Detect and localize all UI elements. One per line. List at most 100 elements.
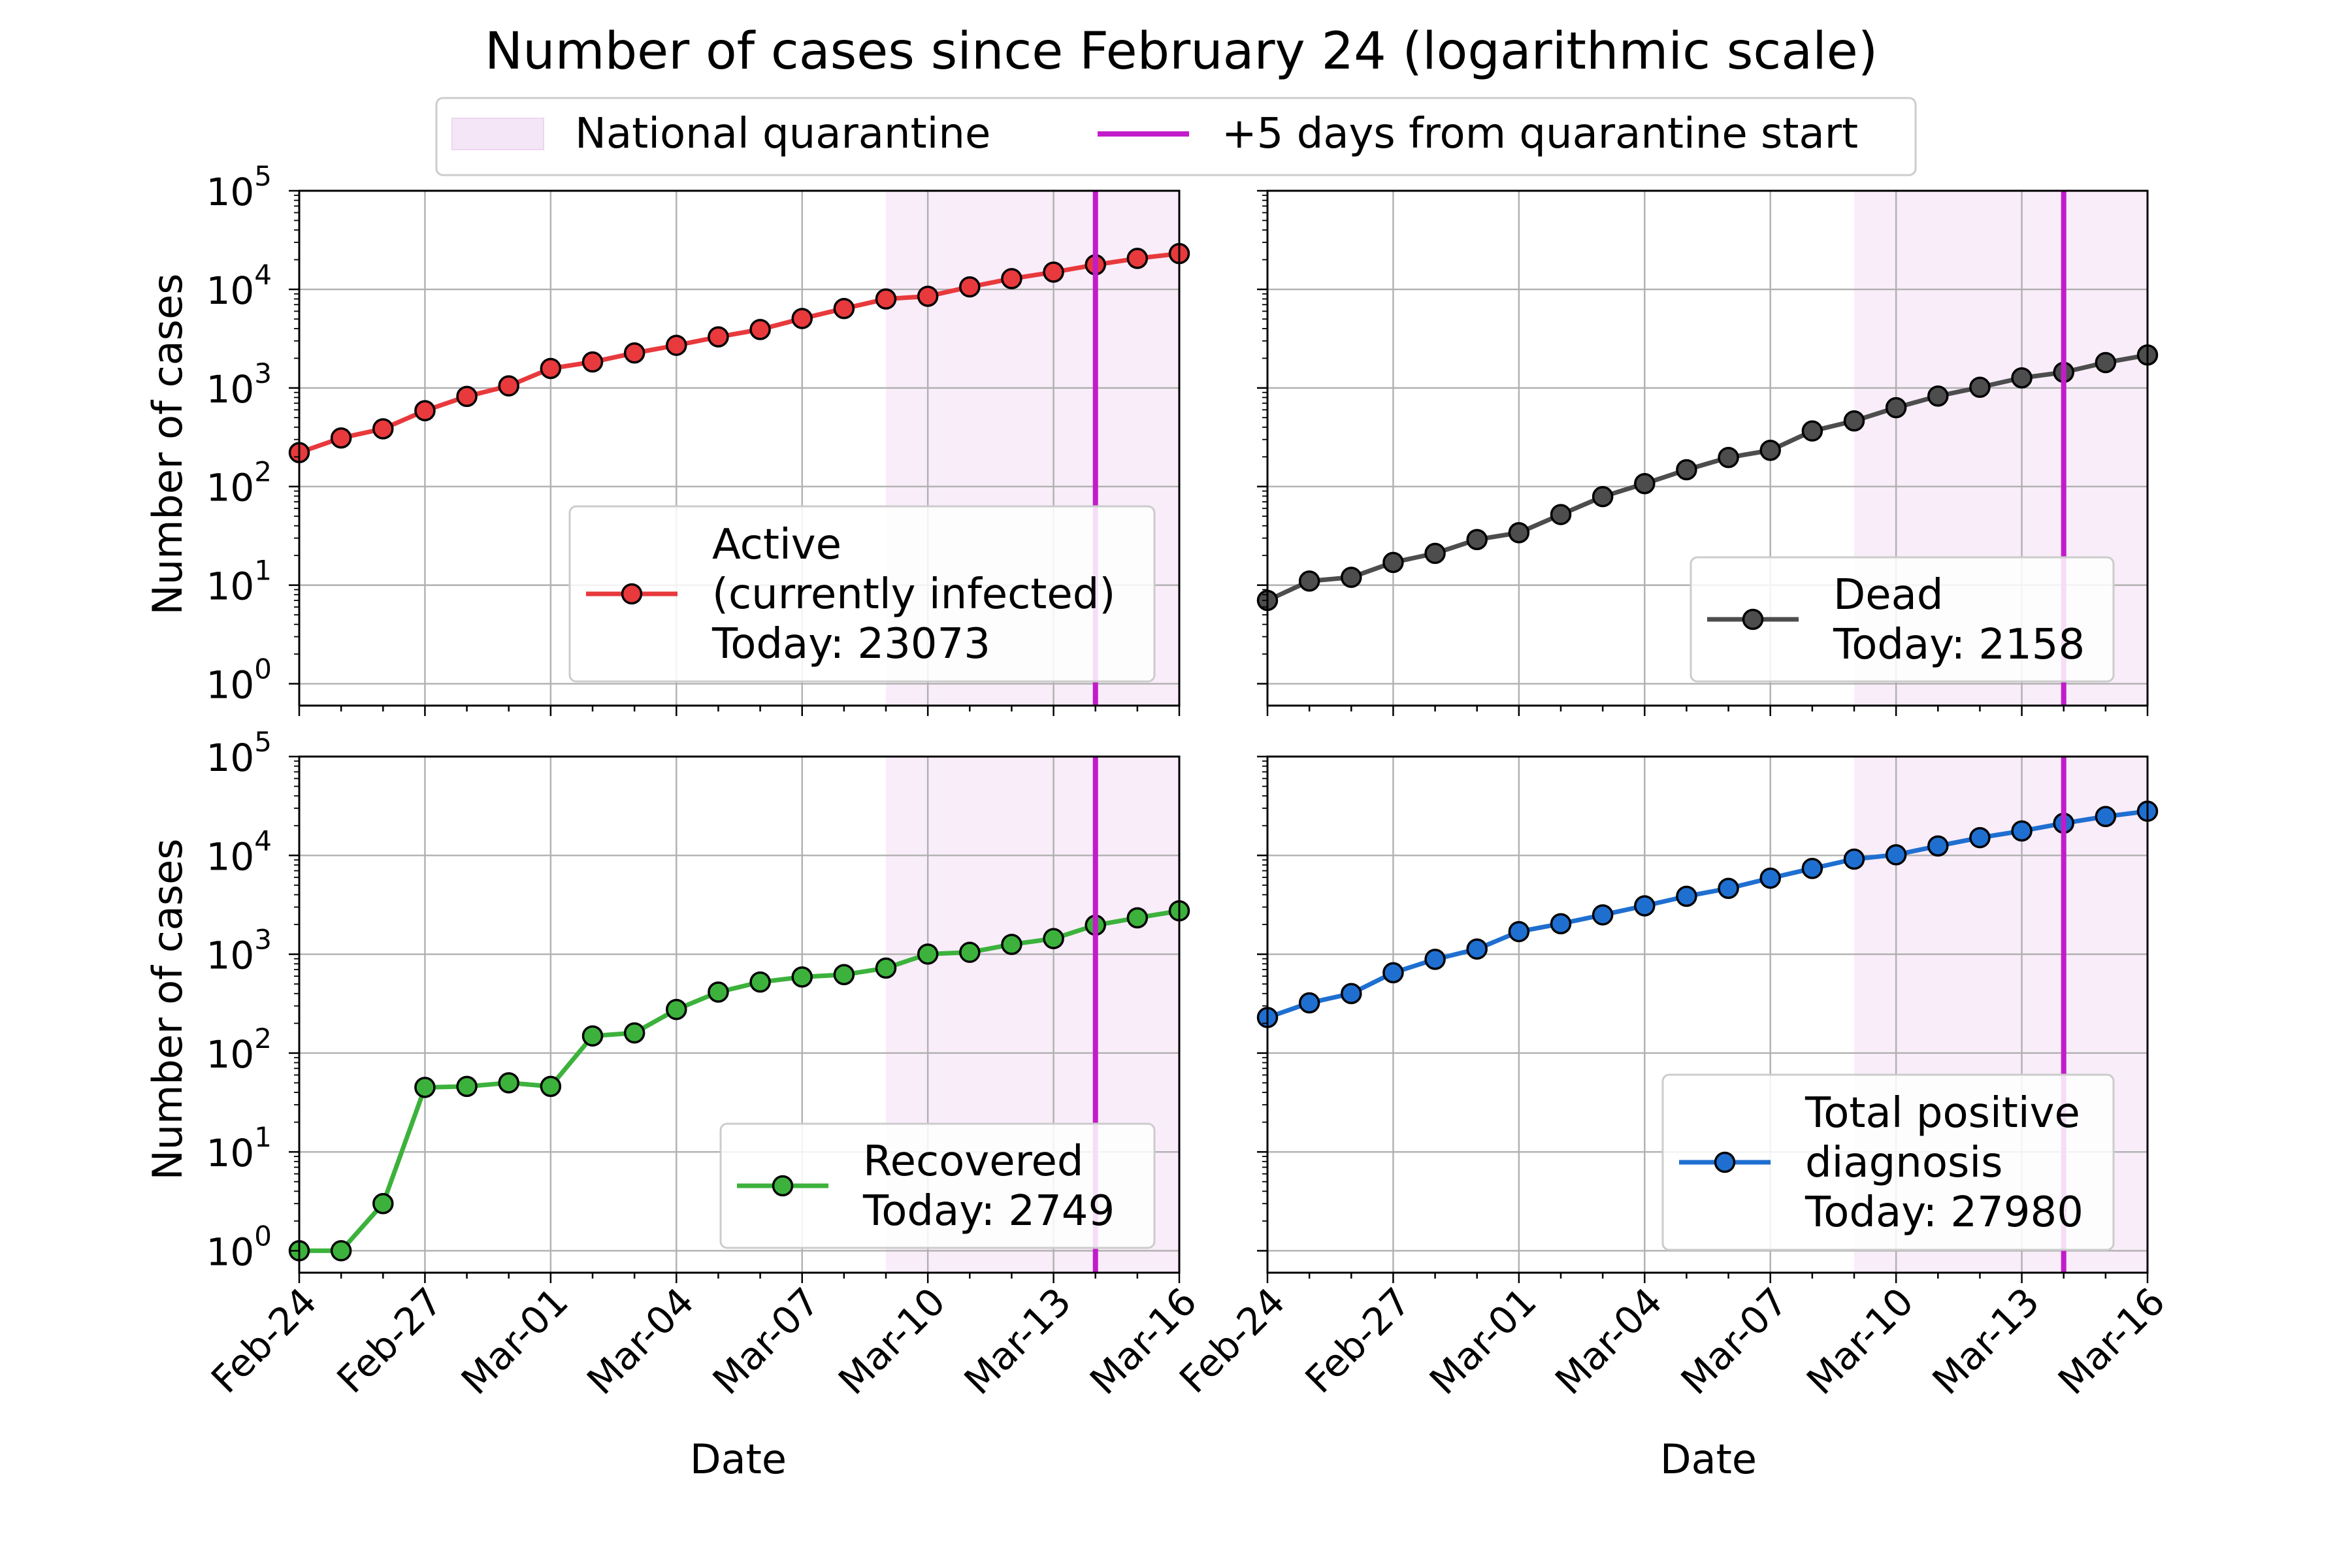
data-point bbox=[1759, 867, 1781, 889]
data-point bbox=[1043, 261, 1064, 283]
data-point bbox=[2011, 367, 2033, 389]
data-point bbox=[1885, 844, 1907, 866]
data-point bbox=[1424, 949, 1446, 970]
data-point bbox=[540, 1075, 562, 1098]
panel-legend-text: Today: 2749 bbox=[862, 1187, 1115, 1235]
data-point bbox=[456, 385, 478, 407]
data-point bbox=[1843, 848, 1865, 870]
data-point bbox=[1341, 566, 1362, 588]
data-point bbox=[749, 971, 771, 993]
data-point bbox=[1969, 826, 1991, 849]
data-point bbox=[1927, 835, 1949, 857]
data-point bbox=[1801, 858, 1823, 879]
panel-legend-text: Dead bbox=[1833, 571, 1944, 619]
panel-legend-text: Today: 2158 bbox=[1833, 621, 2085, 669]
data-point bbox=[581, 1025, 604, 1047]
data-point bbox=[623, 1022, 645, 1044]
panel-legend-text: Recovered bbox=[863, 1137, 1083, 1186]
data-point bbox=[1508, 522, 1530, 544]
data-point bbox=[330, 1240, 352, 1262]
data-point bbox=[1885, 397, 1907, 419]
data-point bbox=[917, 943, 939, 965]
data-point bbox=[372, 1193, 394, 1215]
data-point bbox=[749, 319, 771, 340]
data-point bbox=[456, 1075, 478, 1098]
data-point bbox=[1001, 934, 1022, 955]
data-point bbox=[959, 941, 981, 963]
data-point bbox=[1550, 913, 1572, 935]
data-point bbox=[1382, 551, 1404, 574]
data-point bbox=[833, 964, 855, 986]
data-point bbox=[330, 427, 352, 449]
data-point bbox=[666, 998, 687, 1021]
data-point bbox=[1341, 983, 1362, 1005]
data-point bbox=[1592, 904, 1614, 926]
series-line bbox=[1266, 809, 2148, 1020]
y-axis-label-top: Number of cases bbox=[144, 273, 191, 615]
data-point bbox=[959, 276, 981, 298]
data-point bbox=[1592, 485, 1614, 508]
data-point bbox=[917, 286, 939, 307]
data-point bbox=[623, 342, 645, 364]
data-point bbox=[1508, 921, 1530, 943]
data-point bbox=[498, 375, 519, 397]
data-point bbox=[1382, 962, 1404, 984]
axes-frame bbox=[1266, 755, 2149, 1274]
panel-legend-text: Today: 27980 bbox=[1805, 1188, 2083, 1237]
x-axis-label-right: Date bbox=[1660, 1435, 1757, 1483]
data-point bbox=[1550, 504, 1572, 525]
data-point bbox=[1718, 877, 1739, 900]
panel-legend-marker-swatch bbox=[1714, 1151, 1736, 1173]
data-point bbox=[2095, 351, 2117, 374]
axes-frame bbox=[1266, 189, 2149, 707]
axes-frame bbox=[298, 755, 1181, 1274]
figure-legend: National quarantine +5 days from quarant… bbox=[435, 97, 1917, 176]
legend-quarantine-label: National quarantine bbox=[575, 110, 990, 158]
data-point bbox=[1466, 938, 1488, 960]
panel-legend-marker-swatch bbox=[1742, 608, 1764, 630]
legend-quarantine-swatch bbox=[451, 118, 544, 150]
data-point bbox=[875, 957, 897, 979]
panel-legend-box bbox=[1661, 1073, 2115, 1251]
panel-legend-box bbox=[1690, 556, 2115, 683]
data-point bbox=[1718, 447, 1739, 468]
data-point bbox=[791, 966, 813, 988]
data-point bbox=[2095, 806, 2117, 828]
data-point bbox=[372, 418, 394, 440]
data-point bbox=[414, 400, 436, 421]
data-point bbox=[414, 1077, 436, 1098]
panel-legend-text: Total positive bbox=[1805, 1089, 2080, 1137]
data-point bbox=[1126, 248, 1149, 269]
data-point bbox=[1759, 440, 1781, 461]
data-point bbox=[581, 351, 604, 373]
data-point bbox=[833, 298, 855, 319]
data-point bbox=[1927, 385, 1949, 407]
data-point bbox=[1466, 529, 1488, 551]
panel-legend-marker-swatch bbox=[621, 583, 643, 605]
data-point bbox=[1676, 459, 1697, 481]
y-axis-label-bottom: Number of cases bbox=[144, 838, 191, 1180]
panel-legend-text: (currently infected) bbox=[712, 570, 1115, 619]
data-point bbox=[1298, 570, 1320, 592]
data-point bbox=[1676, 885, 1697, 907]
panel-legend-text: Today: 23073 bbox=[711, 620, 990, 668]
panel-legend-text: diagnosis bbox=[1805, 1139, 2002, 1187]
panel-legend-box bbox=[719, 1122, 1156, 1249]
data-point bbox=[1424, 542, 1446, 564]
data-point bbox=[666, 335, 687, 356]
panel-legend-text: Active bbox=[712, 521, 841, 569]
chart-title: Number of cases since February 24 (logar… bbox=[485, 22, 1878, 81]
axes-frame bbox=[298, 189, 1181, 707]
data-point bbox=[1043, 928, 1064, 949]
series-line bbox=[298, 251, 1180, 455]
series-line bbox=[1266, 352, 2148, 603]
data-point bbox=[875, 288, 897, 310]
series-line bbox=[299, 908, 1180, 1253]
data-point bbox=[498, 1072, 519, 1094]
data-point bbox=[2011, 820, 2033, 842]
x-axis-label-left: Date bbox=[690, 1435, 787, 1483]
data-point bbox=[1634, 473, 1656, 495]
